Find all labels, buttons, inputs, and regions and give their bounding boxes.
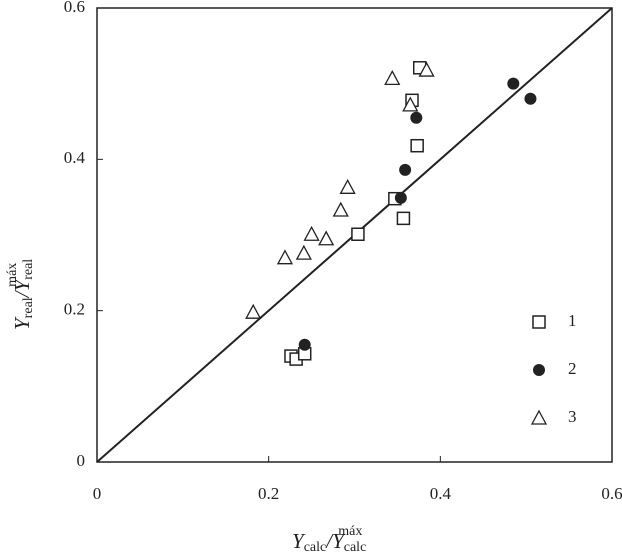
marker-triangle	[318, 230, 335, 246]
marker-triangle	[384, 69, 401, 86]
plot-frame	[96, 7, 613, 463]
legend-marker	[532, 315, 546, 329]
y-tick-label: 0	[77, 451, 86, 470]
marker-triangle	[339, 178, 356, 194]
marker-triangle	[332, 201, 349, 217]
y-label: Yreal/Yrealmáx	[5, 259, 36, 330]
marker-triangle	[418, 61, 435, 77]
marker-triangle	[295, 244, 312, 260]
label-var: Y	[10, 316, 34, 330]
y-tick-label: 0.2	[64, 300, 85, 319]
marker-square	[396, 211, 411, 226]
label-sub: real	[21, 297, 36, 318]
marker-triangle	[402, 96, 419, 112]
marker-circle	[298, 338, 311, 351]
marker-triangle	[276, 249, 294, 265]
x-tick-label: 0.6	[601, 484, 622, 503]
marker-triangle	[245, 303, 262, 319]
label-sup: máx	[338, 524, 362, 539]
legend-label: 1	[568, 311, 577, 330]
y-tick-label: 0.4	[64, 148, 86, 167]
label-sub: calc	[344, 540, 367, 555]
marker-circle	[394, 191, 407, 204]
x-tick-label: 0.2	[258, 484, 279, 503]
x-tick-label: 0.4	[430, 484, 452, 503]
marker-circle	[410, 111, 423, 124]
marker-circle	[507, 77, 520, 90]
marker-circle	[399, 163, 412, 176]
y-tick-label: 0.6	[64, 0, 85, 16]
label-slash: /	[10, 289, 34, 298]
label-var: Y	[332, 529, 346, 553]
legend-marker	[533, 364, 545, 376]
marker-circle	[524, 92, 537, 105]
label-sub: real	[21, 259, 36, 280]
label-sub: calc	[304, 540, 327, 555]
label-var: Y	[10, 277, 34, 291]
label-sup: máx	[5, 263, 20, 287]
marker-square	[351, 227, 365, 241]
x-tick-label: 0	[93, 484, 102, 503]
legend-marker	[530, 409, 548, 425]
marker-triangle	[303, 225, 320, 241]
label-var: Y	[292, 529, 306, 553]
legend-label: 2	[568, 359, 577, 378]
x-label: Ycalc/Ycalcmáx	[292, 524, 366, 555]
legend-label: 3	[568, 407, 577, 426]
marker-square	[410, 138, 424, 153]
label-slash: /	[325, 529, 334, 553]
